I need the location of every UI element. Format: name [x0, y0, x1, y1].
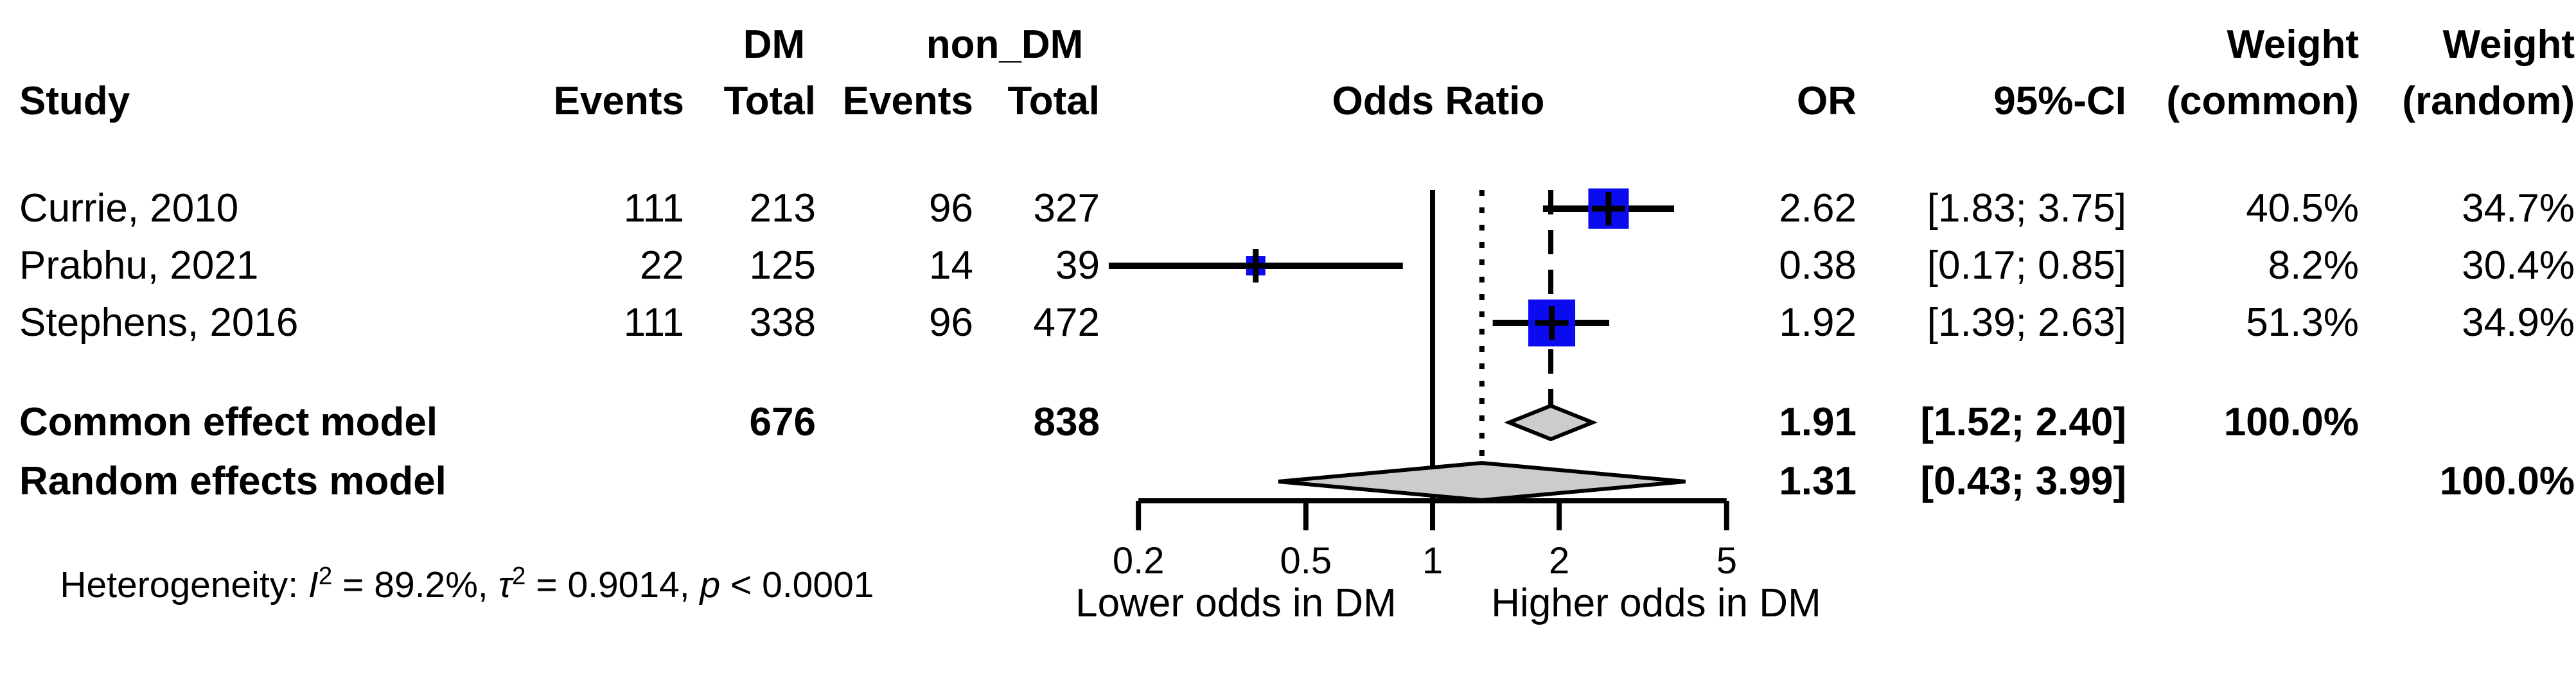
study-name: Prabhu, 2021 [19, 243, 259, 288]
or-value: 1.92 [1779, 300, 1857, 345]
events-non-dm: 96 [929, 300, 973, 345]
i-squared-symbol: I [308, 564, 319, 605]
random-weight: 100.0% [2439, 459, 2575, 503]
total-non-dm: 327 [1033, 186, 1100, 230]
common-weight: 100.0% [2223, 400, 2359, 444]
ci-value: [1.39; 2.63] [1927, 300, 2126, 345]
total-non-dm: 39 [1055, 243, 1100, 288]
header-odds-ratio: Odds Ratio [1332, 79, 1545, 123]
ci-value: [1.83; 3.75] [1927, 186, 2126, 230]
events-dm: 111 [623, 186, 684, 230]
header-weight-random-line2: (random) [2402, 79, 2575, 123]
total-dm: 125 [749, 243, 816, 288]
weight-random: 34.7% [2462, 186, 2575, 230]
or-value: 0.38 [1779, 243, 1857, 288]
common-or: 1.91 [1779, 400, 1857, 444]
weight-common: 51.3% [2246, 300, 2359, 345]
header-events-dm: Events [553, 79, 684, 123]
common-effect-label: Common effect model [19, 400, 438, 444]
axis-tick-label: 5 [1716, 540, 1737, 582]
axis-tick-label: 1 [1422, 540, 1443, 582]
header-total-non-dm: Total [1007, 79, 1100, 123]
weight-random: 30.4% [2462, 243, 2575, 288]
axis-label-lower: Lower odds in DM [1075, 581, 1397, 625]
weight-random: 34.9% [2462, 300, 2575, 345]
random-ci: [0.43; 3.99] [1920, 459, 2126, 503]
axis-tick-label: 2 [1549, 540, 1569, 582]
heterogeneity-text: Heterogeneity: I2 = 89.2%, τ2 = 0.9014, … [60, 562, 874, 605]
total-non-dm: 472 [1033, 300, 1100, 345]
tau-squared-symbol: τ [498, 564, 512, 605]
p-symbol: p [700, 564, 721, 605]
study-name: Stephens, 2016 [19, 300, 299, 345]
weight-common: 40.5% [2246, 186, 2359, 230]
header-total-dm: Total [723, 79, 816, 123]
axis-tick-label: 0.5 [1280, 540, 1332, 582]
events-dm: 22 [640, 243, 684, 288]
random-effects-diamond [1278, 460, 1686, 503]
header-weight-common-line2: (common) [2166, 79, 2359, 123]
header-ci: 95%-CI [1993, 79, 2126, 123]
random-or: 1.31 [1779, 459, 1857, 503]
random-effects-label: Random effects model [19, 459, 446, 503]
common-total-non-dm: 838 [1033, 400, 1100, 444]
weight-common: 8.2% [2268, 243, 2359, 288]
total-dm: 338 [749, 300, 816, 345]
header-group-dm: DM [743, 22, 806, 67]
header-weight-common-line1: Weight [2227, 22, 2360, 67]
study-name: Currie, 2010 [19, 186, 239, 230]
events-dm: 111 [623, 300, 684, 345]
common-total-dm: 676 [749, 400, 816, 444]
header-study: Study [19, 79, 130, 123]
header-group-non-dm: non_DM [926, 22, 1084, 67]
common-effect-diamond [1504, 403, 1598, 442]
total-dm: 213 [749, 186, 816, 230]
axis-label-higher: Higher odds in DM [1491, 581, 1821, 625]
header-events-non-dm: Events [842, 79, 973, 123]
events-non-dm: 14 [929, 243, 973, 288]
common-ci: [1.52; 2.40] [1920, 400, 2126, 444]
events-non-dm: 96 [929, 186, 973, 230]
axis-tick-label: 0.2 [1113, 540, 1165, 582]
header-or: OR [1797, 79, 1857, 123]
header-weight-random-line1: Weight [2442, 22, 2575, 67]
or-value: 2.62 [1779, 186, 1857, 230]
ci-value: [0.17; 0.85] [1927, 243, 2126, 288]
